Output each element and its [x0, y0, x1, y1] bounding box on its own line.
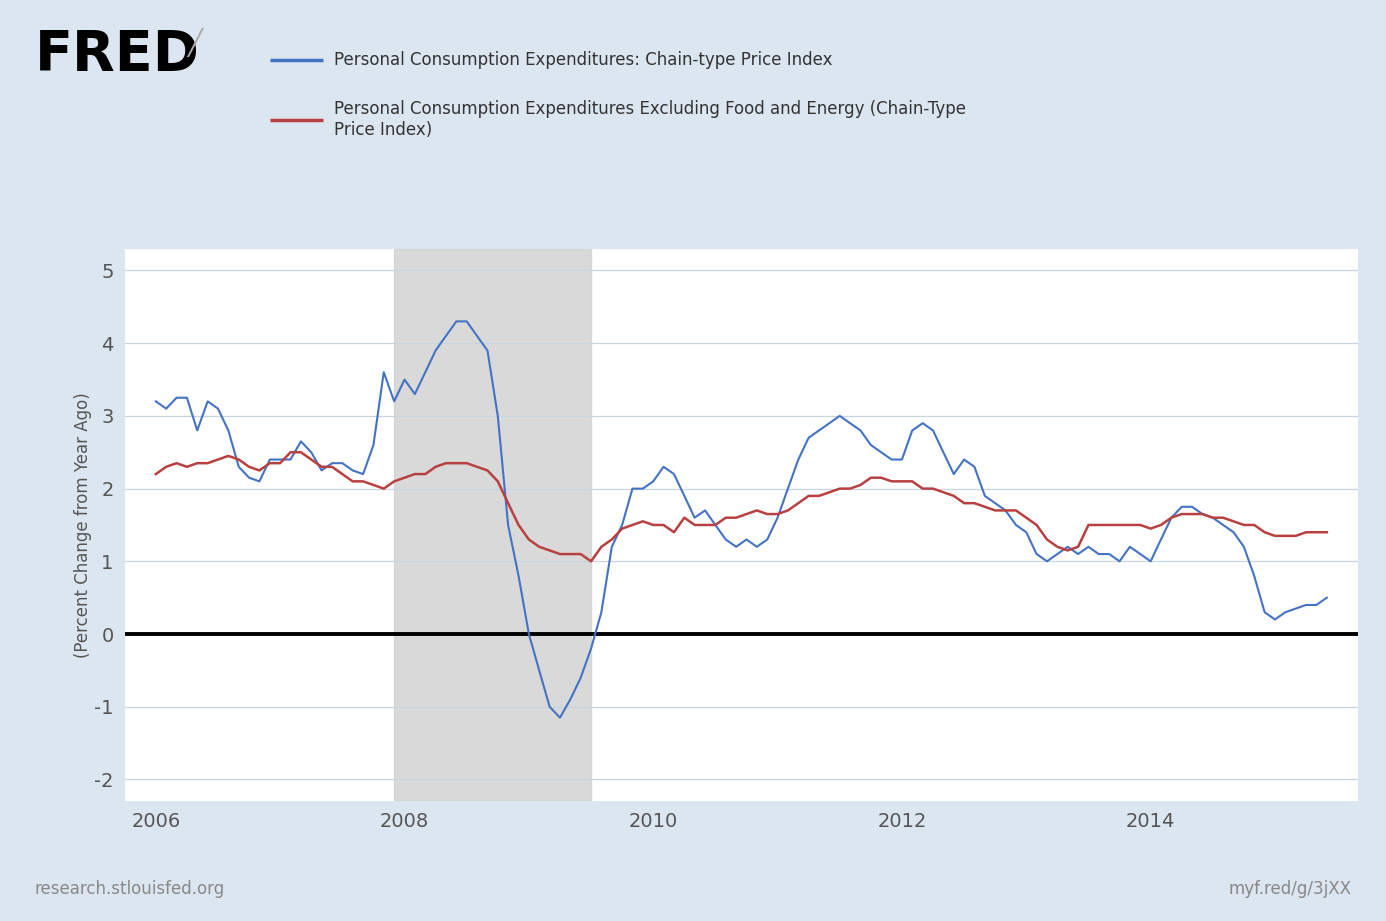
Y-axis label: (Percent Change from Year Ago): (Percent Change from Year Ago)	[73, 392, 91, 658]
Text: Personal Consumption Expenditures: Chain-type Price Index: Personal Consumption Expenditures: Chain…	[334, 51, 833, 69]
Bar	[394, 249, 590, 801]
Text: FRED: FRED	[35, 28, 200, 82]
Text: Personal Consumption Expenditures Excluding Food and Energy (Chain-Type
Price In: Personal Consumption Expenditures Exclud…	[334, 100, 966, 139]
Text: myf.red/g/3jXX: myf.red/g/3jXX	[1228, 880, 1351, 898]
Text: research.stlouisfed.org: research.stlouisfed.org	[35, 880, 225, 898]
Text: ╱: ╱	[187, 28, 202, 57]
